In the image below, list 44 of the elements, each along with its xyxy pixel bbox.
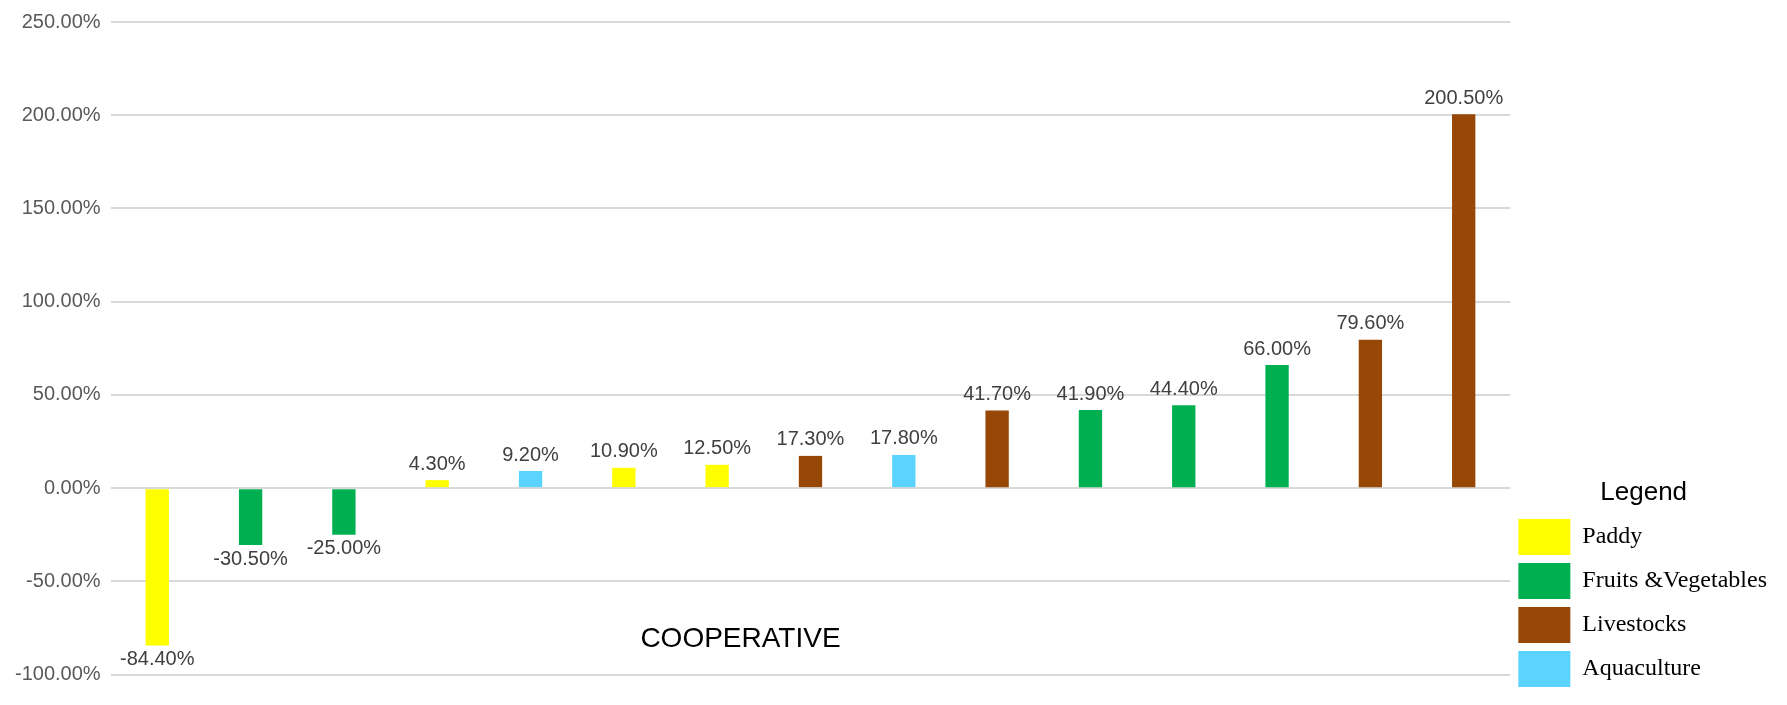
y-tick-label: -50.00% <box>26 568 101 591</box>
bar <box>1172 405 1196 488</box>
data-label: 9.20% <box>502 442 560 465</box>
data-label: 17.80% <box>869 426 938 449</box>
bar <box>145 489 169 646</box>
data-label: 79.60% <box>1336 311 1405 334</box>
data-label: 200.50% <box>1424 85 1504 108</box>
y-tick-label: 50.00% <box>32 382 101 405</box>
data-label: 4.30% <box>408 451 466 474</box>
legend-title: Legend <box>1600 475 1688 506</box>
bar <box>1265 365 1289 488</box>
annotation: COOPERATIVE <box>640 622 841 654</box>
y-tick-label: 150.00% <box>21 195 101 218</box>
bar <box>705 464 729 488</box>
bar <box>798 455 823 488</box>
y-tick-label: 0.00% <box>43 475 101 498</box>
y-tick-label: 250.00% <box>21 9 101 32</box>
data-label: 17.30% <box>776 427 845 450</box>
data-label: 66.00% <box>1243 336 1312 359</box>
y-tick-label: 100.00% <box>21 289 101 312</box>
data-label: -84.40% <box>120 647 195 670</box>
data-label: 12.50% <box>683 436 752 459</box>
bar <box>892 454 916 488</box>
y-tick-label: 200.00% <box>21 102 101 125</box>
bar <box>332 489 356 535</box>
data-label: -30.50% <box>213 546 289 569</box>
data-label: -25.00% <box>306 536 382 559</box>
bar <box>425 480 449 488</box>
data-label: 10.90% <box>589 439 658 462</box>
bar <box>238 489 263 546</box>
data-label: 41.70% <box>963 381 1032 404</box>
bar <box>1452 114 1476 488</box>
bar <box>1078 410 1103 488</box>
bar <box>985 410 1009 488</box>
legend-label: Livestocks <box>1582 610 1687 637</box>
bar <box>518 470 543 488</box>
data-label: 44.40% <box>1149 376 1218 399</box>
legend-label: Paddy <box>1582 522 1643 549</box>
legend-label: Fruits &Vegetables <box>1582 566 1767 593</box>
bar <box>1358 339 1383 488</box>
y-tick-label: -100.00% <box>14 662 101 685</box>
data-label: 41.90% <box>1056 381 1125 404</box>
bar <box>612 467 636 488</box>
legend-label: Aquaculture <box>1582 654 1701 681</box>
